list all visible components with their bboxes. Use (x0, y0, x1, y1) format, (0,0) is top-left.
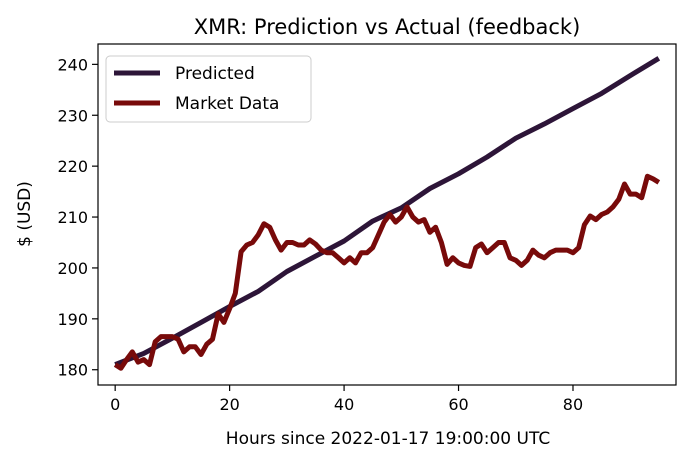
plot-area-frame (97, 43, 677, 386)
x-axis-label: Hours since 2022-01-17 19:00:00 UTC (226, 429, 550, 449)
y-tick-label: 230 (57, 106, 88, 125)
x-tick-label: 20 (219, 395, 239, 414)
y-axis-ticks: 180 190 200 210 220 230 240 (57, 55, 98, 380)
y-tick-label: 240 (57, 55, 88, 74)
y-tick-label: 210 (57, 208, 88, 227)
x-tick-label: 40 (334, 395, 354, 414)
x-tick-label: 60 (448, 395, 468, 414)
series-line-market-data (113, 173, 661, 371)
legend-label-predicted: Predicted (175, 64, 255, 84)
x-tick-label: 80 (563, 395, 583, 414)
y-tick-label: 220 (57, 157, 88, 176)
x-axis-ticks: 0 20 40 60 80 (110, 385, 583, 414)
x-tick-label: 0 (110, 395, 120, 414)
series-lines (113, 56, 661, 371)
y-tick-label: 200 (57, 259, 88, 278)
y-tick-label: 190 (57, 310, 88, 329)
legend: Predicted Market Data (105, 55, 312, 123)
chart-title: XMR: Prediction vs Actual (feedback) (194, 15, 581, 39)
y-tick-label: 180 (57, 361, 88, 380)
legend-label-market-data: Market Data (175, 94, 279, 114)
y-axis-label: $ (USD) (15, 181, 35, 247)
